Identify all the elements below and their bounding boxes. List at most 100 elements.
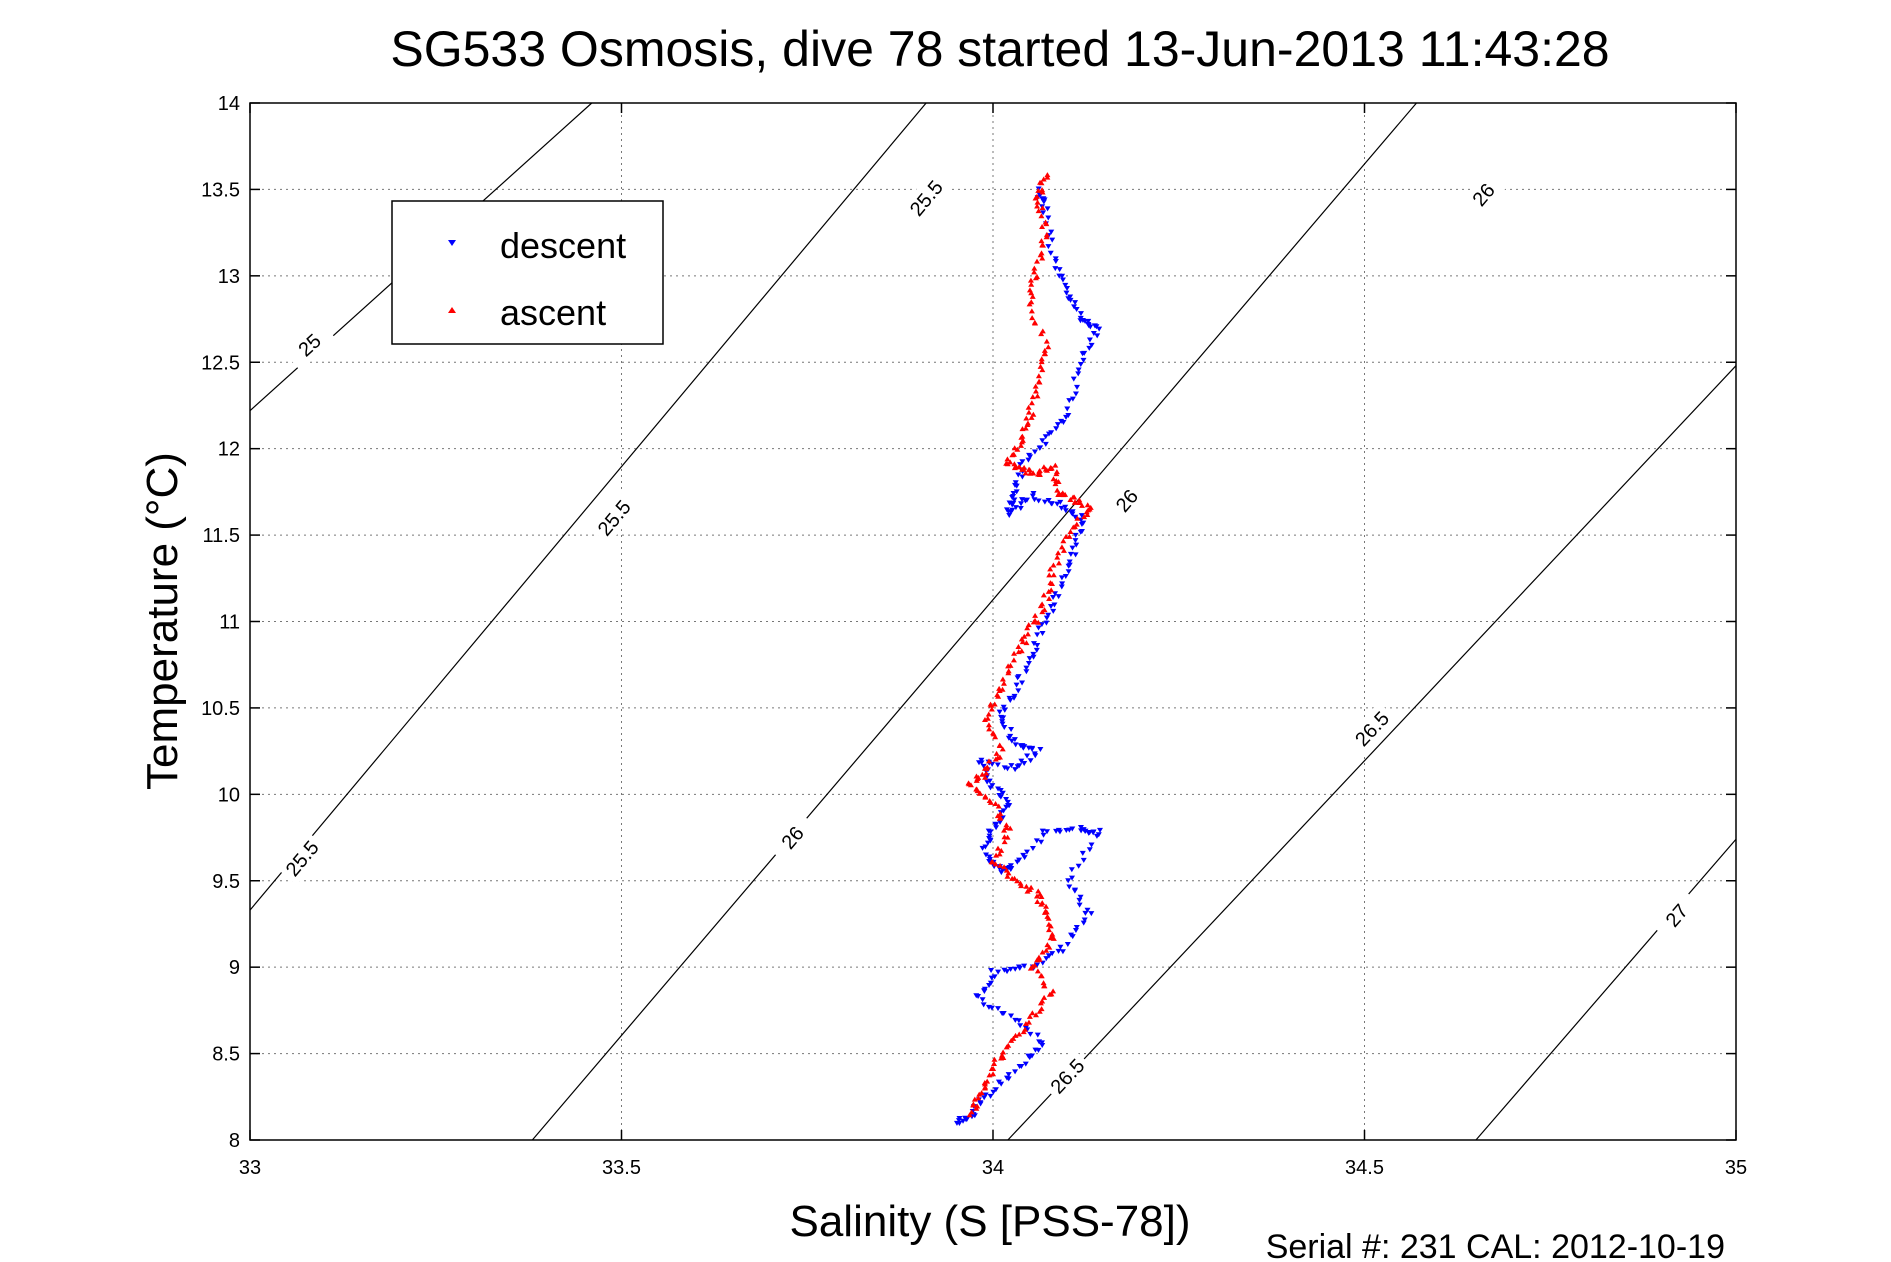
descent-point: [1075, 863, 1082, 869]
y-tick-label: 11.5: [203, 525, 240, 547]
descent-point: [1065, 878, 1072, 884]
ascent-point: [975, 1095, 982, 1101]
descent-point: [1078, 513, 1085, 519]
ascent-point: [1015, 643, 1022, 649]
descent-point: [1085, 318, 1092, 324]
descent-point: [1039, 828, 1046, 834]
ascent-point: [1008, 1037, 1015, 1043]
descent-point: [1056, 829, 1063, 835]
ascent-point: [998, 1055, 1005, 1061]
ascent-point: [1014, 878, 1021, 884]
descent-point: [980, 1002, 987, 1008]
ascent-point: [1030, 470, 1037, 476]
descent-point: [1030, 490, 1037, 496]
contour-label-bg: [1346, 702, 1398, 756]
descent-point: [986, 778, 993, 784]
descent-point: [980, 763, 987, 769]
ascent-point: [1052, 462, 1059, 468]
descent-point: [995, 969, 1002, 975]
ascent-point: [1038, 894, 1045, 900]
ascent-point: [1035, 888, 1042, 894]
descent-point: [993, 825, 1000, 831]
descent-point: [1012, 767, 1019, 773]
ascent-point: [1018, 883, 1025, 889]
descent-point: [1001, 724, 1008, 730]
descent-point: [1023, 665, 1030, 671]
descent-point: [1035, 498, 1042, 504]
ascent-point: [1032, 612, 1039, 618]
ascent-point: [1029, 293, 1036, 299]
descent-point: [1049, 237, 1056, 243]
descent-point: [1071, 304, 1078, 310]
descent-point: [1086, 345, 1093, 351]
descent-point: [1005, 1072, 1012, 1078]
descent-point: [1009, 507, 1016, 513]
ascent-point: [971, 1096, 978, 1102]
ascent-point: [1037, 603, 1044, 609]
ascent-point: [1038, 356, 1045, 362]
descent-point: [1064, 406, 1071, 412]
ascent-point: [996, 688, 1003, 694]
descent-point: [1018, 758, 1025, 764]
ascent-point: [1040, 980, 1047, 986]
ascent-point: [986, 1072, 993, 1078]
ascent-point: [1043, 338, 1050, 344]
descent-point: [997, 819, 1004, 825]
descent-point: [1009, 494, 1016, 500]
descent-point: [1008, 763, 1015, 769]
descent-point: [1086, 830, 1093, 836]
ascent-point: [1024, 625, 1031, 631]
ascent-point: [1005, 870, 1012, 876]
descent-point: [1093, 833, 1100, 839]
descent-point: [1020, 852, 1027, 858]
ascent-point: [1043, 903, 1050, 909]
descent-point: [1047, 604, 1054, 610]
descent-point: [1012, 1069, 1019, 1075]
y-tick-label: 8: [229, 1130, 240, 1152]
descent-point: [960, 1118, 967, 1124]
descent-point: [1080, 920, 1087, 926]
descent-point: [1016, 857, 1023, 863]
descent-point: [1007, 863, 1014, 869]
descent-point: [1048, 501, 1055, 507]
descent-point: [1033, 647, 1040, 653]
ascent-point: [1023, 883, 1030, 889]
descent-point: [1009, 502, 1016, 508]
descent-point: [1062, 574, 1069, 580]
descent-point: [1055, 594, 1062, 600]
contour-label-bg: [276, 831, 328, 886]
ascent-point: [976, 790, 983, 796]
descent-point: [1000, 808, 1007, 814]
ascent-point: [1004, 456, 1011, 462]
descent-point: [1077, 894, 1084, 900]
descent-point: [1077, 362, 1084, 368]
y-tick-label: 8.5: [212, 1044, 240, 1066]
ascent-point: [1031, 269, 1038, 275]
descent-point: [1015, 1018, 1022, 1024]
ascent-point: [1035, 187, 1042, 193]
descent-point: [1052, 256, 1059, 262]
ascent-point: [1020, 1029, 1027, 1035]
ascent-point: [1038, 213, 1045, 219]
ascent-point: [1001, 839, 1008, 845]
grid: [250, 103, 1736, 1140]
ascent-point: [1039, 224, 1046, 230]
ascent-point: [1039, 187, 1046, 193]
descent-point: [1029, 745, 1036, 751]
ascent-point: [981, 765, 988, 771]
ascent-point: [1081, 514, 1088, 520]
descent-point: [1069, 509, 1076, 515]
descent-point: [1035, 625, 1042, 631]
descent-point: [1081, 917, 1088, 923]
descent-point: [989, 783, 996, 789]
y-tick-label: 13.5: [201, 179, 240, 201]
ascent-point: [1038, 238, 1045, 244]
ascent-point: [1046, 991, 1053, 997]
ascent-point: [1019, 639, 1026, 645]
descent-point: [1072, 300, 1079, 306]
descent-point: [1026, 656, 1033, 662]
legend-descent-label: descent: [500, 225, 626, 266]
ascent-point: [1017, 442, 1024, 448]
descent-point: [1027, 758, 1034, 764]
ascent-point: [1039, 949, 1046, 955]
